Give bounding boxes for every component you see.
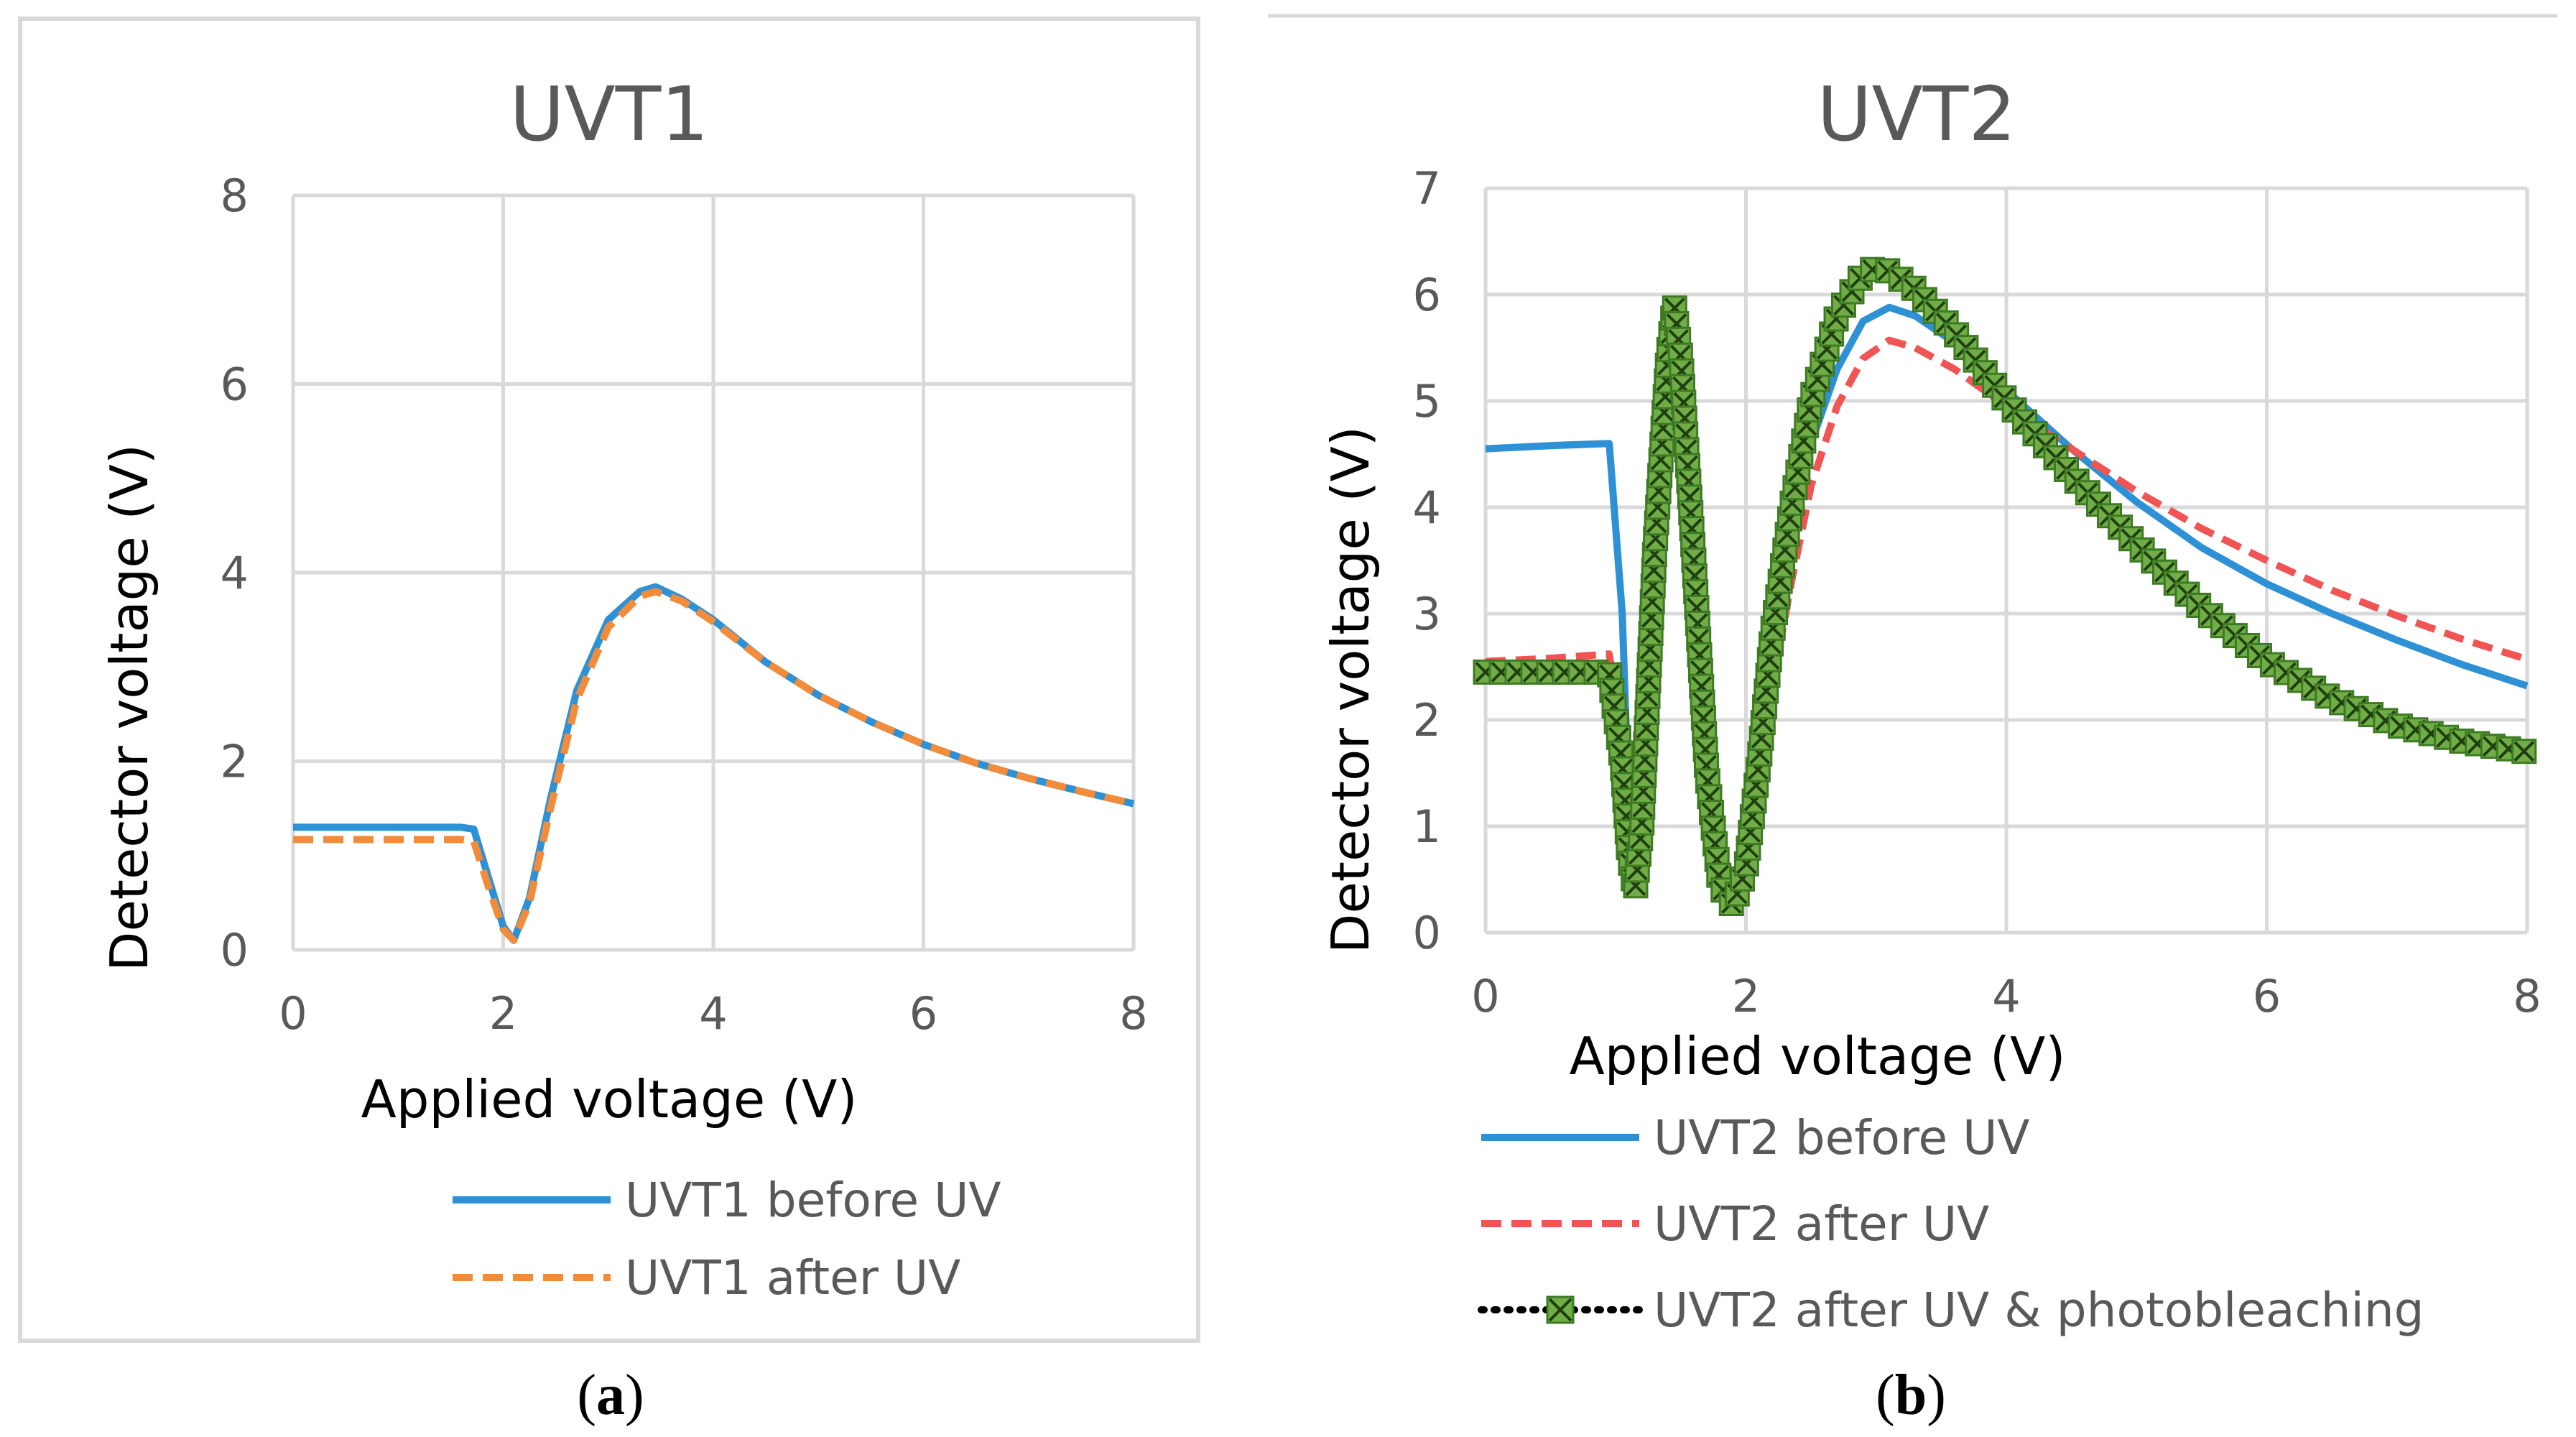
uvt2-y-tick-3: 3 [1413, 588, 1441, 640]
caption-b: (b) [1876, 1364, 1946, 1427]
uvt1-y-tick-2: 4 [221, 547, 249, 599]
uvt2-series-2-marker-182 [2358, 702, 2383, 728]
gridlines-uvt1 [291, 193, 1136, 952]
uvt1-x-tick-0: 0 [279, 987, 307, 1040]
uvt1-y-tick-4: 8 [221, 170, 249, 222]
caption-a-letter: a [596, 1364, 625, 1427]
panel-uvt1: UVT1 0 2 4 6 8 0 2 4 6 8 Detector voltage (V) Ap… [18, 17, 1200, 1427]
x-tick-labels-uvt1: 0 2 4 6 8 [279, 987, 1147, 1040]
uvt2-y-tick-0: 0 [1413, 907, 1441, 959]
legend-label-uvt2-before: UVT2 before UV [1654, 1110, 2030, 1165]
uvt1-x-tick-4: 8 [1119, 987, 1147, 1040]
uvt1-x-tick-3: 6 [909, 987, 937, 1040]
legend-uvt2: UVT2 before UV UVT2 after UV UVT2 after … [1478, 1110, 2424, 1338]
x-axis-label-uvt2: Applied voltage (V) [1570, 1026, 2066, 1086]
y-tick-labels-uvt1: 0 2 4 6 8 [221, 170, 249, 976]
uvt2-x-tick-1: 2 [1732, 970, 1760, 1022]
legend-entry-uvt2-before: UVT2 before UV [1481, 1110, 2030, 1165]
uvt2-x-tick-4: 8 [2513, 970, 2541, 1022]
y-tick-labels-uvt2: 0 1 2 3 4 5 6 7 [1413, 162, 1441, 959]
caption-a: (a) [577, 1364, 644, 1427]
chart-title-uvt1: UVT1 [510, 70, 709, 158]
uvt2-y-tick-1: 1 [1413, 800, 1441, 853]
uvt2-y-tick-4: 4 [1413, 481, 1441, 534]
uvt2-y-tick-2: 2 [1413, 694, 1441, 747]
uvt2-series-2-marker-192 [2511, 739, 2537, 764]
legend-uvt1: UVT1 before UV UVT1 after UV [453, 1173, 1001, 1306]
uvt1-x-tick-2: 4 [699, 987, 727, 1040]
legend-label-uvt1-before: UVT1 before UV [625, 1173, 1001, 1228]
uvt1-y-tick-0: 0 [221, 924, 249, 976]
uvt2-series-2-marker-148 [1963, 347, 1988, 373]
uvt2-x-tick-0: 0 [1471, 970, 1499, 1022]
uvt1-y-tick-1: 2 [221, 736, 249, 788]
chart-title-uvt2: UVT2 [1817, 70, 2016, 158]
legend-label-uvt1-after: UVT1 after UV [625, 1250, 960, 1306]
uvt2-series-2-markers [1473, 257, 2537, 916]
panel-uvt2: UVT2 0 1 2 3 4 5 6 7 0 2 4 6 8 Detector voltage (V)… [1268, 14, 2557, 1427]
y-axis-label-uvt1: Detector voltage (V) [99, 444, 159, 971]
panel-uvt1-frame [18, 17, 1200, 1343]
y-axis-label-uvt2: Detector voltage (V) [1320, 426, 1381, 953]
legend-entry-uvt2-after: UVT2 after UV [1481, 1196, 1989, 1252]
uvt1-series-1-line [293, 588, 1135, 944]
legend-entry-uvt1-after: UVT1 after UV [453, 1250, 960, 1306]
legend-label-uvt2-photobleaching: UVT2 after UV & photobleaching [1654, 1283, 2424, 1338]
uvt2-x-tick-3: 6 [2253, 970, 2281, 1022]
uvt2-x-tick-2: 4 [1992, 970, 2020, 1022]
x-tick-labels-uvt2: 0 2 4 6 8 [1471, 970, 2541, 1022]
legend-entry-uvt1-before: UVT1 before UV [453, 1173, 1001, 1228]
uvt2-y-tick-6: 6 [1413, 269, 1441, 321]
x-axis-label-uvt1: Applied voltage (V) [361, 1069, 858, 1129]
caption-b-letter: b [1895, 1364, 1927, 1427]
uvt2-y-tick-7: 7 [1413, 162, 1441, 215]
legend-swatch-uvt2-photobleaching-marker [1546, 1295, 1575, 1324]
series-uvt2 [1473, 257, 2537, 916]
legend-label-uvt2-after: UVT2 after UV [1654, 1196, 1989, 1252]
uvt1-x-tick-1: 2 [489, 987, 517, 1040]
series-uvt1 [293, 583, 1135, 944]
legend-entry-uvt2-photobleaching: UVT2 after UV & photobleaching [1478, 1283, 2424, 1338]
uvt1-y-tick-3: 6 [221, 359, 249, 411]
uvt2-y-tick-5: 5 [1413, 375, 1441, 428]
uvt2-series-2-marker-10 [1601, 693, 1627, 719]
